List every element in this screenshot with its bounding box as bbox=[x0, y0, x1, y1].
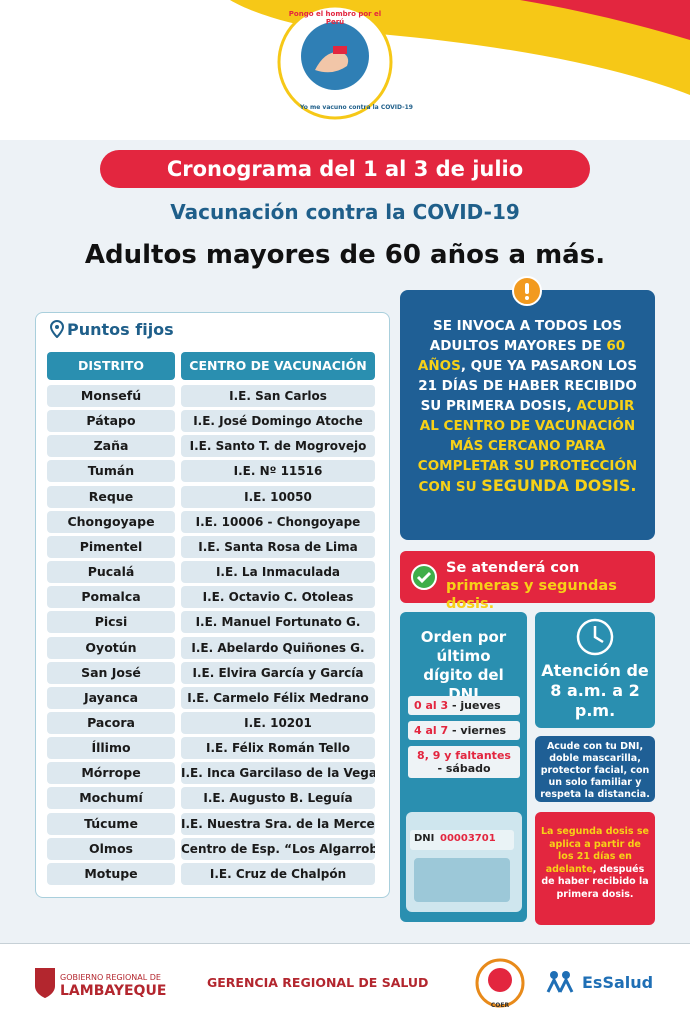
dni-digits: 0 al 3 bbox=[414, 699, 449, 712]
center-cell: I.E. Inca Garcilaso de la Vega bbox=[181, 762, 375, 785]
dni-day: - viernes bbox=[452, 724, 507, 737]
district-cell: Tumán bbox=[47, 460, 175, 483]
center-cell: I.E. Manuel Fortunato G. bbox=[181, 611, 375, 634]
gov-crest bbox=[35, 968, 55, 998]
header-background bbox=[0, 0, 690, 140]
coer-label: COER bbox=[490, 1002, 510, 1009]
district-cell: Pomalca bbox=[47, 586, 175, 609]
dni-item: 8, 9 y faltantes - sábado bbox=[408, 746, 520, 778]
dni-item: 0 al 3 - jueves bbox=[408, 696, 520, 715]
center-cell: I.E. 10006 - Chongoyape bbox=[181, 510, 375, 533]
dni-digits: 4 al 7 bbox=[414, 724, 449, 737]
column-header: CENTRO DE VACUNACIÓN bbox=[181, 352, 375, 380]
table-title: Puntos fijos bbox=[67, 320, 174, 339]
district-cell: San José bbox=[47, 661, 175, 684]
clock-icon bbox=[576, 618, 614, 656]
notice-highlight: SEGUNDA DOSIS. bbox=[481, 476, 637, 495]
logo-text: Yo me vacuno contra la COVID-19 bbox=[300, 104, 413, 111]
center-cell: I.E. Nuestra Sra. de la Merced bbox=[181, 812, 375, 835]
notice-highlight: 60 AÑOS bbox=[417, 338, 626, 374]
second-dose-highlight: La segunda dosis se aplica a partir de l… bbox=[540, 826, 649, 875]
second-dose-text: , después de haber recibido la primera d… bbox=[541, 863, 649, 900]
district-cell: Monsefú bbox=[47, 385, 175, 407]
center-cell: I.E. Nº 11516 bbox=[181, 460, 375, 483]
district-cell: Pátapo bbox=[47, 410, 175, 433]
district-cell: Pucalá bbox=[47, 561, 175, 584]
banner: Cronograma del 1 al 3 de julio bbox=[100, 150, 590, 188]
district-cell: Olmos bbox=[47, 837, 175, 860]
subtitle: Vacunación contra la COVID-19 bbox=[170, 200, 520, 224]
column-header: DISTRITO bbox=[47, 352, 175, 380]
dni-title: Orden por último dígito del DNI bbox=[420, 628, 507, 703]
center-cell: I.E. La Inmaculada bbox=[181, 561, 375, 584]
district-cell: Íllimo bbox=[47, 737, 175, 760]
notice-text: SE INVOCA A TODOS LOS ADULTOS MAYORES DE bbox=[429, 318, 622, 354]
check-icon bbox=[411, 564, 437, 590]
center-cell: I.E. Carmelo Félix Medrano bbox=[181, 686, 375, 709]
notice-text: , QUE YA PASARON LOS 21 DÍAS DE HABER RE… bbox=[418, 358, 638, 414]
center-cell: I.E. Santa Rosa de Lima bbox=[181, 535, 375, 558]
center-cell: Centro de Esp. “Los Algarrobos” bbox=[181, 837, 375, 860]
card-label: DNI bbox=[414, 833, 435, 844]
logo-text: contra la COVID-19 bbox=[348, 104, 413, 111]
district-cell: Chongoyape bbox=[47, 510, 175, 533]
district-cell: Zaña bbox=[47, 435, 175, 458]
notice-box: SE INVOCA A TODOS LOS ADULTOS MAYORES DE… bbox=[400, 290, 655, 540]
attention-box: Se atenderá con primeras y segundas dosi… bbox=[400, 551, 655, 612]
dni-day: - jueves bbox=[452, 699, 501, 712]
logo-text: Pongo el hombro por el Perú bbox=[288, 10, 382, 26]
essalud-name: EsSalud bbox=[582, 973, 654, 992]
dni-card: DNI 00003701 bbox=[406, 812, 522, 912]
district-cell: Motupe bbox=[47, 862, 175, 885]
coer-emblem bbox=[475, 958, 525, 1008]
pin-icon bbox=[50, 320, 64, 338]
district-cell: Reque bbox=[47, 485, 175, 508]
district-cell: Picsi bbox=[47, 611, 175, 634]
card-photo bbox=[414, 858, 510, 902]
notice-highlight: ACUDIR AL CENTRO DE VACUNACIÓN MÁS CERCA… bbox=[417, 398, 638, 495]
center-cell: I.E. Santo T. de Mogrovejo bbox=[181, 435, 375, 458]
district-cell: Mórrope bbox=[47, 762, 175, 785]
center-cell: I.E. Octavio C. Otoleas bbox=[181, 586, 375, 609]
center-cell: I.E. Abelardo Quiñones G. bbox=[181, 636, 375, 659]
district-cell: Jayanca bbox=[47, 686, 175, 709]
center-cell: I.E. Augusto B. Leguía bbox=[181, 787, 375, 810]
gov-line1: GOBIERNO REGIONAL DE bbox=[60, 973, 161, 982]
headline: Adultos mayores de 60 años a más. bbox=[84, 240, 606, 270]
card-strip bbox=[410, 830, 514, 850]
center-cell: I.E. San Carlos bbox=[181, 385, 375, 407]
district-cell: Mochumí bbox=[47, 787, 175, 810]
schedule-text: Atención de 8 a.m. a 2 p.m. bbox=[541, 661, 649, 720]
alert-icon bbox=[512, 276, 542, 306]
footer bbox=[0, 943, 690, 1024]
health-name: GERENCIA REGIONAL DE SALUD bbox=[207, 975, 429, 990]
district-cell: Pimentel bbox=[47, 535, 175, 558]
dni-item: 4 al 7 - viernes bbox=[408, 721, 520, 740]
center-cell: I.E. José Domingo Atoche bbox=[181, 410, 375, 433]
district-cell: Pacora bbox=[47, 711, 175, 734]
center-cell: I.E. Elvira García y García bbox=[181, 661, 375, 684]
center-cell: I.E. 10201 bbox=[181, 711, 375, 734]
center-cell: I.E. Félix Román Tello bbox=[181, 737, 375, 760]
attention-text: Se atenderá con bbox=[446, 560, 580, 576]
second-dose-box: La segunda dosis se aplica a partir de l… bbox=[535, 812, 655, 925]
card-number: 00003701 bbox=[440, 833, 496, 844]
district-cell: Túcume bbox=[47, 812, 175, 835]
advice-box: Acude con tu DNI, doble mascarilla, prot… bbox=[535, 736, 655, 802]
center-cell: I.E. Cruz de Chalpón bbox=[181, 862, 375, 885]
essalud-icon bbox=[546, 971, 574, 993]
attention-highlight: primeras y segundas dosis. bbox=[446, 578, 617, 612]
center-cell: I.E. 10050 bbox=[181, 485, 375, 508]
dni-digits: 8, 9 y faltantes bbox=[417, 749, 511, 762]
dni-day: - sábado bbox=[437, 762, 491, 775]
gov-line2: LAMBAYEQUE bbox=[60, 983, 167, 999]
logo-text: Yo me vacuno bbox=[300, 104, 347, 111]
district-cell: Oyotún bbox=[47, 636, 175, 659]
